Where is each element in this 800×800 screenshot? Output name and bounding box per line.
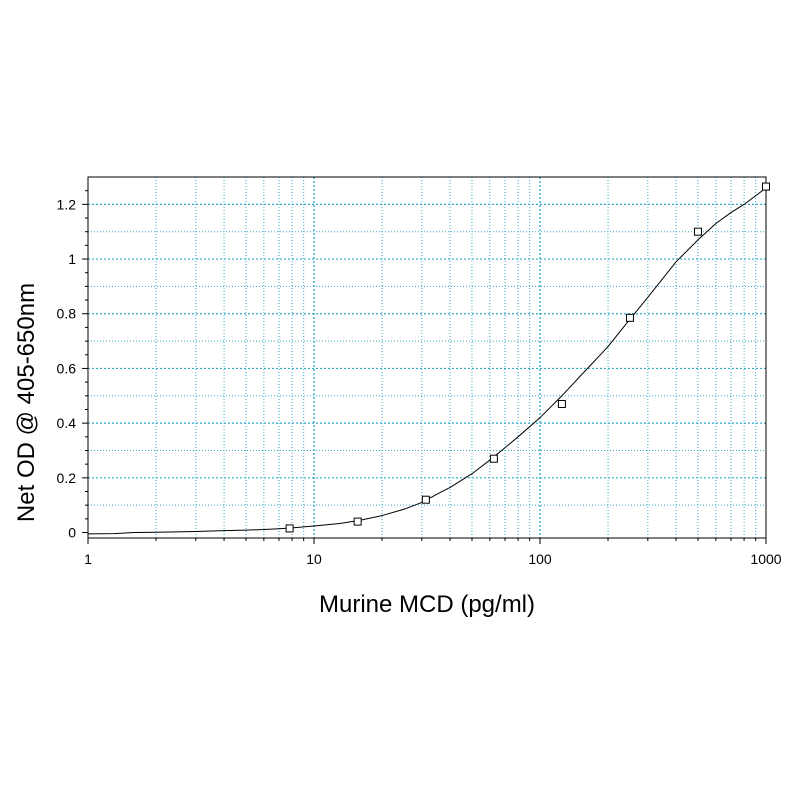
y-axis-title: Net OD @ 405-650nm <box>13 283 40 522</box>
data-point <box>625 313 634 322</box>
y-tick-label: 1.2 <box>57 196 77 212</box>
data-point <box>285 524 294 533</box>
x-axis-title: Murine MCD (pg/ml) <box>319 591 535 618</box>
data-point <box>421 495 430 504</box>
x-tick-label: 10 <box>306 551 322 567</box>
data-point <box>762 182 770 191</box>
y-tick-label: 0.6 <box>57 360 77 376</box>
x-ticks: 1 10 100 1000 <box>84 538 782 567</box>
y-tick-label: 0.2 <box>57 470 77 486</box>
data-point <box>489 454 498 463</box>
plot-frame <box>87 176 767 539</box>
x-tick-label: 1000 <box>750 551 781 567</box>
y-tick-label: 0.8 <box>57 306 77 322</box>
grid-major-x <box>313 177 541 538</box>
grid-y <box>88 203 766 506</box>
data-point <box>353 517 362 526</box>
y-tick-label: 0 <box>68 525 76 541</box>
data-point <box>557 399 566 408</box>
y-tick-label: 1 <box>68 251 76 267</box>
data-points <box>285 182 770 533</box>
y-ticks: 0 0.2 0.4 0.6 0.8 1 1.2 <box>57 190 88 541</box>
x-tick-label: 1 <box>84 551 92 567</box>
fit-curve <box>87 187 767 535</box>
x-tick-label: 100 <box>528 551 552 567</box>
data-point <box>693 227 702 236</box>
y-tick-label: 0.4 <box>57 415 77 431</box>
